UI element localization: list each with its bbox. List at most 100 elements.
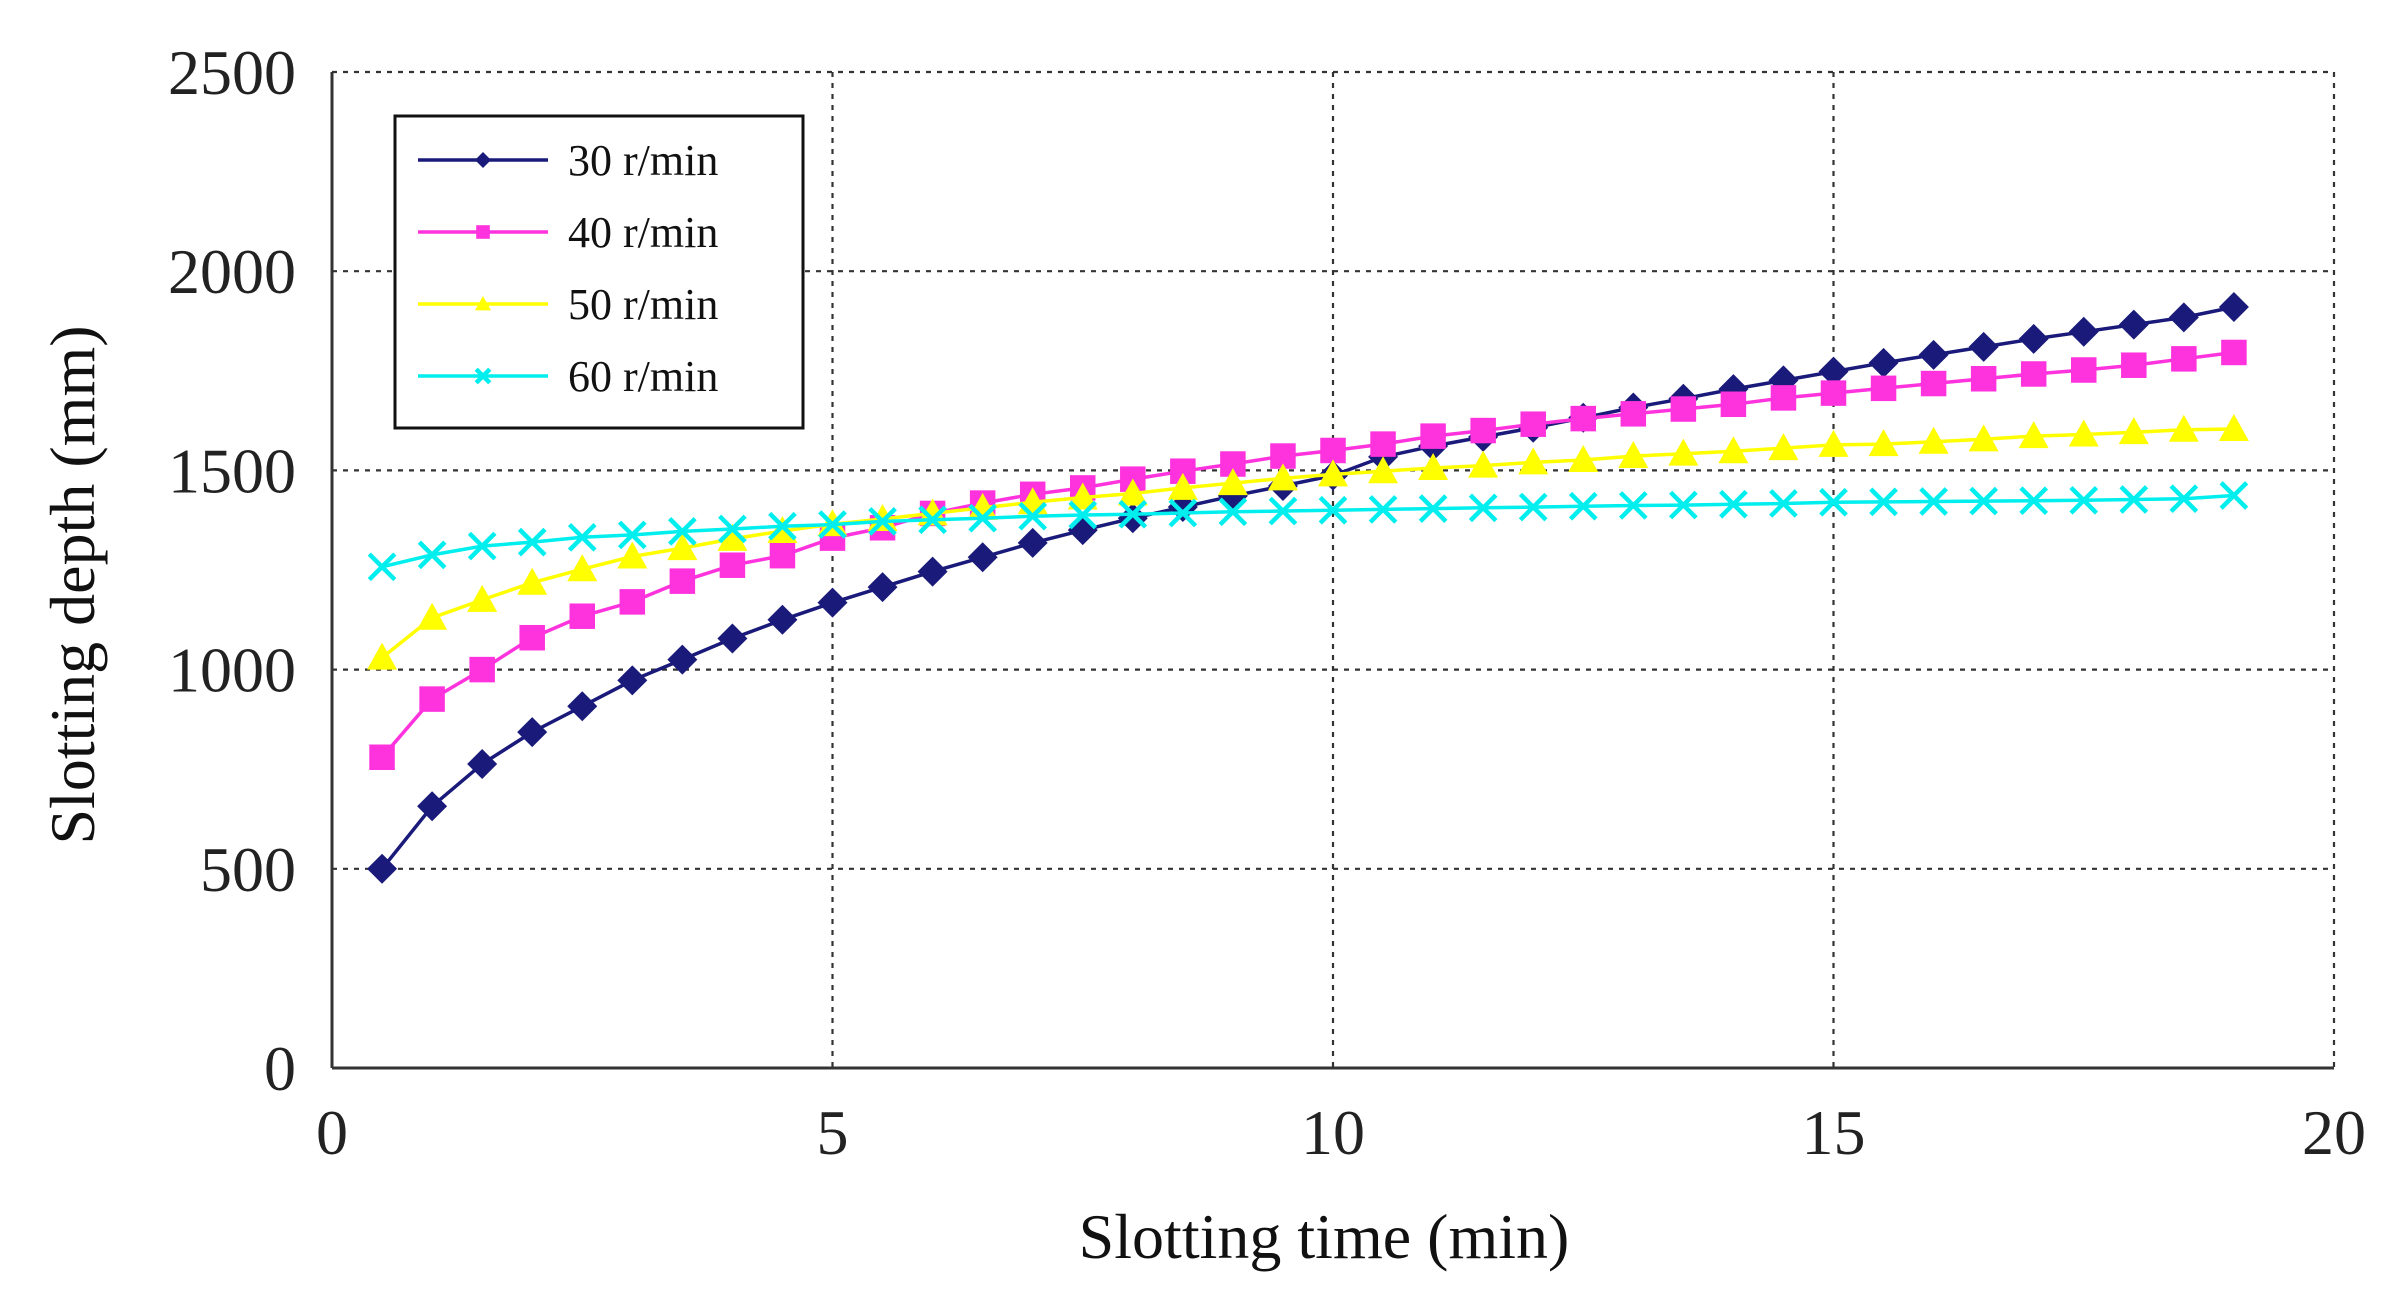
- data-point: [567, 522, 597, 552]
- data-point: [2018, 421, 2049, 449]
- data-point: [2018, 323, 2049, 354]
- data-point: [2118, 309, 2149, 340]
- data-point: [719, 552, 746, 578]
- legend: 30 r/min 40 r/min 50 r/min 60 r/min: [393, 114, 805, 430]
- data-point: [467, 584, 498, 612]
- data-point: [1970, 366, 1997, 392]
- data-point: [1318, 495, 1348, 525]
- data-point: [1217, 468, 1248, 496]
- x-marker-stroke: [1618, 491, 1648, 520]
- x-tick-label: 10: [1301, 1097, 1365, 1168]
- data-point: [917, 556, 948, 587]
- x-marker-stroke: [1118, 499, 1148, 529]
- data-point: [1017, 527, 1048, 558]
- legend-item: 60 r/min: [418, 352, 718, 401]
- x-tick-label: 0: [316, 1097, 348, 1168]
- data-point: [417, 540, 447, 570]
- x-marker-stroke: [2219, 481, 2249, 510]
- data-point: [2219, 481, 2249, 510]
- data-point: [1568, 445, 1599, 473]
- data-point: [1768, 433, 1799, 461]
- data-point: [2221, 339, 2247, 366]
- x-marker-stroke: [1719, 489, 1748, 519]
- legend-swatch-marker: [474, 367, 492, 385]
- x-marker-stroke: [2069, 485, 2099, 515]
- data-point: [1320, 437, 1346, 464]
- data-point: [467, 749, 498, 780]
- data-point: [1418, 453, 1449, 481]
- data-point: [867, 572, 898, 603]
- data-point: [467, 531, 497, 561]
- y-tick-label: 0: [264, 1033, 296, 1104]
- x-marker-stroke: [1919, 487, 1948, 516]
- data-point: [1117, 503, 1148, 534]
- data-point: [817, 587, 848, 618]
- x-marker-stroke: [1218, 497, 1248, 527]
- x-marker-stroke: [474, 367, 492, 385]
- data-point: [1668, 438, 1699, 466]
- x-marker-stroke: [868, 507, 897, 536]
- data-point: [1918, 339, 1949, 370]
- data-point: [1869, 487, 1898, 517]
- data-point: [718, 514, 747, 544]
- data-point: [668, 517, 697, 546]
- data-point: [2118, 417, 2149, 445]
- data-point: [1670, 396, 1697, 422]
- x-marker-stroke: [2119, 485, 2149, 514]
- y-tick-label: 500: [200, 834, 296, 905]
- data-point: [1770, 385, 1797, 411]
- legend-label: 50 r/min: [568, 280, 718, 329]
- data-point: [2168, 414, 2199, 442]
- data-point: [569, 603, 595, 629]
- tick-labels: 0 500 1000 1500 2000 2500 0 5 10 15 20: [168, 37, 2366, 1168]
- x-marker-stroke: [367, 552, 397, 582]
- x-marker-stroke: [1518, 492, 1548, 522]
- data-point: [367, 552, 397, 582]
- data-point: [717, 523, 748, 551]
- data-point: [1468, 450, 1499, 478]
- data-point: [1370, 431, 1396, 457]
- data-point: [517, 567, 548, 595]
- data-point: [968, 503, 997, 533]
- data-point: [617, 520, 647, 550]
- data-point: [1968, 331, 1999, 362]
- data-point: [417, 602, 448, 630]
- legend-item: 50 r/min: [418, 280, 718, 329]
- data-point: [567, 554, 598, 582]
- data-point: [1168, 498, 1198, 528]
- y-axis-title: Slotting depth (mm): [37, 325, 108, 844]
- data-point: [1618, 441, 1649, 469]
- data-point: [2168, 302, 2199, 333]
- data-point: [2071, 357, 2097, 383]
- x-marker-stroke: [1969, 486, 1998, 516]
- series-line: [381, 493, 2235, 569]
- data-point: [1918, 426, 1949, 454]
- x-marker-stroke: [1018, 501, 1048, 531]
- legend-item: 40 r/min: [418, 208, 718, 257]
- x-marker-stroke: [1268, 496, 1298, 526]
- data-point: [617, 665, 648, 696]
- data-point: [1919, 487, 1948, 516]
- data-point: [669, 568, 696, 594]
- x-marker-stroke: [2019, 486, 2049, 516]
- data-point: [1620, 401, 1647, 427]
- data-point: [1420, 423, 1446, 449]
- y-tick-label: 1500: [168, 435, 296, 506]
- data-point: [619, 589, 646, 615]
- data-point: [367, 853, 398, 884]
- data-point: [1518, 447, 1549, 475]
- data-point: [1969, 486, 1998, 516]
- data-point: [667, 533, 698, 561]
- data-point: [2171, 346, 2197, 372]
- data-point: [1818, 356, 1849, 387]
- legend-item: 30 r/min: [418, 136, 718, 185]
- x-tick-label: 5: [817, 1097, 849, 1168]
- x-marker-stroke: [1769, 489, 1798, 518]
- data-point: [1368, 456, 1399, 484]
- x-axis-title: Slotting time (min): [1079, 1201, 1570, 1272]
- data-point: [818, 510, 847, 539]
- data-point: [1118, 499, 1148, 529]
- data-point: [717, 623, 748, 654]
- legend-swatch-marker: [476, 225, 490, 239]
- data-point: [517, 717, 548, 748]
